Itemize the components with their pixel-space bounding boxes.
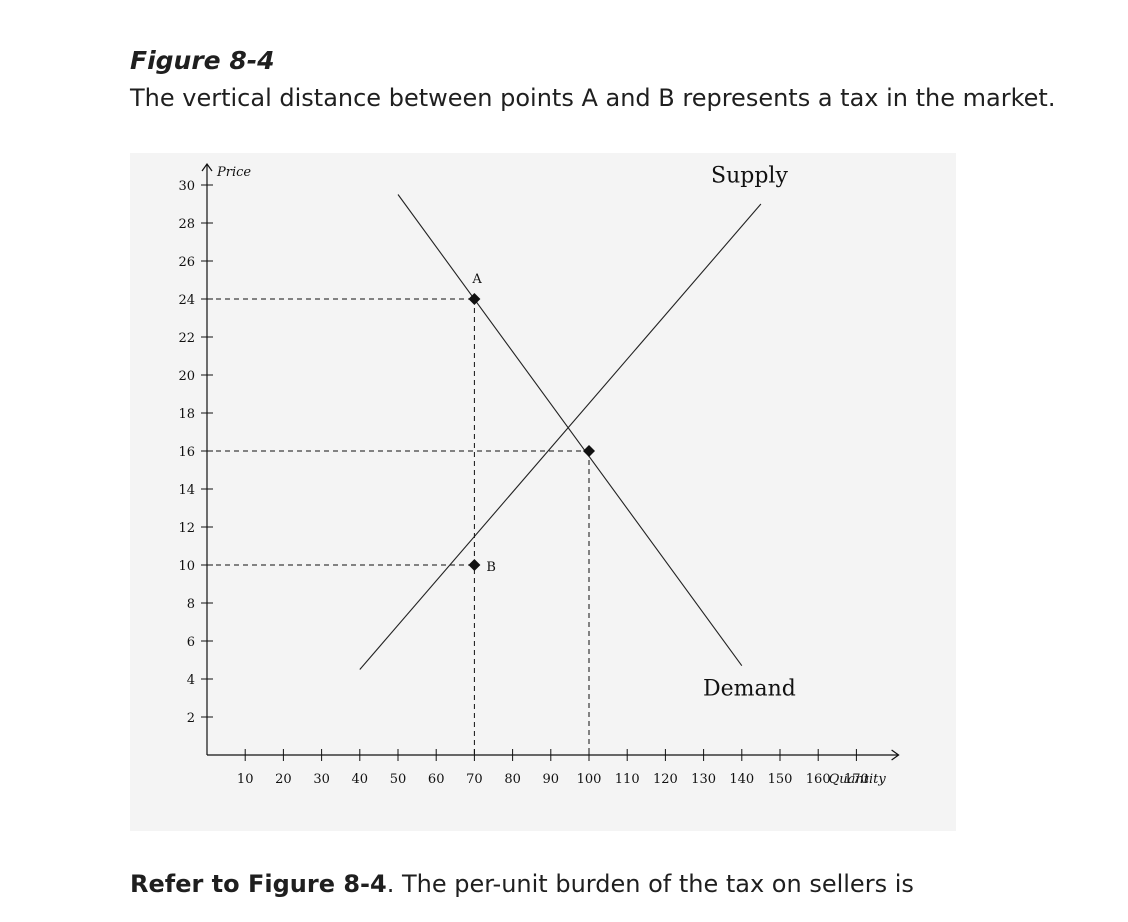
y-axis-title: Price xyxy=(216,165,251,180)
y-tick-label: 22 xyxy=(178,331,195,346)
y-tick-label: 10 xyxy=(178,559,195,574)
equilibrium-point xyxy=(583,445,595,457)
y-tick-label: 8 xyxy=(187,597,195,612)
y-tick-label: 24 xyxy=(178,293,195,308)
x-tick-label: 130 xyxy=(691,772,716,787)
x-tick-label: 110 xyxy=(615,772,640,787)
x-tick-label: 100 xyxy=(577,772,602,787)
x-tick-label: 50 xyxy=(390,772,407,787)
y-tick-label: 2 xyxy=(187,711,195,726)
x-tick-label: 160 xyxy=(806,772,831,787)
y-tick-label: 14 xyxy=(178,483,195,498)
x-tick-label: 120 xyxy=(653,772,678,787)
x-axis-arrow xyxy=(891,749,900,761)
x-tick-label: 10 xyxy=(237,772,254,787)
y-tick-label: 18 xyxy=(178,407,195,422)
x-tick-label: 70 xyxy=(466,772,483,787)
demand-label: Demand xyxy=(703,677,796,702)
y-tick-label: 28 xyxy=(178,217,195,232)
x-tick-label: 20 xyxy=(275,772,292,787)
demand-curve xyxy=(397,194,743,667)
point-b xyxy=(468,559,481,571)
x-tick-label: 90 xyxy=(543,772,560,787)
supply-label: Supply xyxy=(711,164,788,189)
y-tick-label: 6 xyxy=(187,635,195,650)
figure-reference: Refer to Figure 8-4 xyxy=(130,870,387,898)
figure-title: Figure 8-4 xyxy=(130,46,275,75)
point-b-label: B xyxy=(486,560,496,575)
x-tick-label: 60 xyxy=(428,772,445,787)
point-a-label: A xyxy=(471,272,482,287)
y-tick-label: 30 xyxy=(178,179,195,194)
supply-curve xyxy=(359,203,762,670)
x-axis-title: Quantity xyxy=(829,772,887,787)
chart-panel: 2 4 6 8 10 12 14 16 18 20 22 24 26 28 30 10 20 30 40 50 60 70… xyxy=(130,153,956,831)
question-body: . The per-unit burden of the tax on sell… xyxy=(386,870,914,898)
y-tick-label: 16 xyxy=(178,445,195,460)
figure-caption: The vertical distance between points A a… xyxy=(130,84,1056,112)
x-tick-label: 80 xyxy=(504,772,521,787)
question-text: Refer to Figure 8-4. The per-unit burden… xyxy=(130,870,914,898)
y-tick-label: 26 xyxy=(178,255,195,270)
x-tick-label: 40 xyxy=(352,772,369,787)
y-axis-arrow xyxy=(201,162,213,172)
x-tick-label: 170 xyxy=(844,772,869,787)
y-tick-label: 12 xyxy=(178,521,195,536)
y-tick-label: 4 xyxy=(187,673,195,688)
x-tick-label: 140 xyxy=(729,772,754,787)
y-tick-label: 20 xyxy=(178,369,195,384)
point-a xyxy=(468,293,481,305)
x-tick-label: 150 xyxy=(768,772,793,787)
x-tick-label: 30 xyxy=(313,772,330,787)
